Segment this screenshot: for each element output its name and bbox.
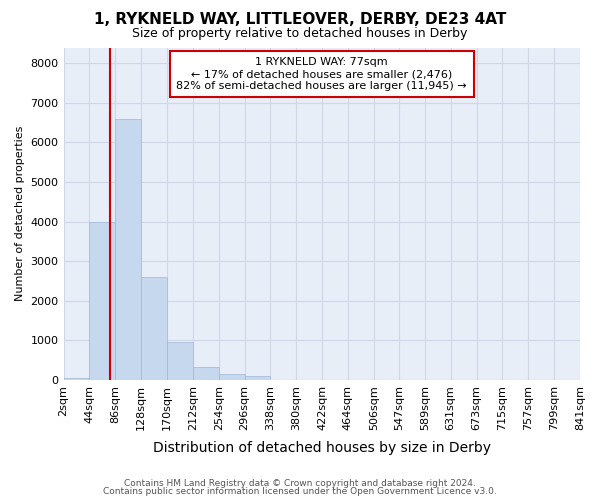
Bar bbox=[141, 277, 167, 380]
Text: Contains HM Land Registry data © Crown copyright and database right 2024.: Contains HM Land Registry data © Crown c… bbox=[124, 478, 476, 488]
Bar bbox=[64, 378, 89, 380]
Bar bbox=[167, 342, 193, 380]
Bar bbox=[193, 367, 218, 380]
Text: Size of property relative to detached houses in Derby: Size of property relative to detached ho… bbox=[133, 28, 467, 40]
Bar bbox=[115, 118, 141, 380]
Bar bbox=[218, 374, 245, 380]
X-axis label: Distribution of detached houses by size in Derby: Distribution of detached houses by size … bbox=[153, 441, 491, 455]
Bar bbox=[89, 222, 115, 380]
Y-axis label: Number of detached properties: Number of detached properties bbox=[15, 126, 25, 302]
Text: 1 RYKNELD WAY: 77sqm
← 17% of detached houses are smaller (2,476)
82% of semi-de: 1 RYKNELD WAY: 77sqm ← 17% of detached h… bbox=[176, 58, 467, 90]
Text: 1, RYKNELD WAY, LITTLEOVER, DERBY, DE23 4AT: 1, RYKNELD WAY, LITTLEOVER, DERBY, DE23 … bbox=[94, 12, 506, 28]
Text: Contains public sector information licensed under the Open Government Licence v3: Contains public sector information licen… bbox=[103, 487, 497, 496]
Bar bbox=[245, 376, 271, 380]
